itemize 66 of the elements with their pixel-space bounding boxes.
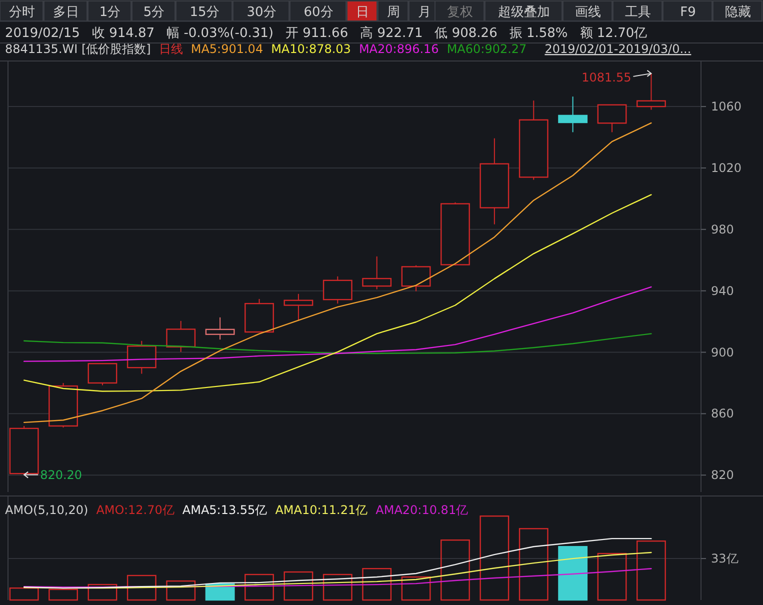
text: 开 911.66 [285, 26, 348, 41]
text: AMO:12.70亿 [96, 503, 174, 517]
annotation: 820.20 [40, 468, 82, 482]
text: 幅 -0.03%(-0.31) [166, 26, 274, 41]
bar [558, 546, 588, 601]
chart-title: 8841135.WI [低价股指数] [5, 42, 151, 56]
bar [284, 571, 314, 601]
bar [518, 528, 548, 601]
legend-title: 日线 [158, 42, 183, 56]
bar [88, 584, 118, 601]
text: 工具 [625, 5, 651, 20]
bar [480, 515, 510, 601]
text: 月 [418, 5, 431, 20]
text: 收 914.87 [92, 26, 155, 41]
text: 超级叠加 [498, 5, 550, 20]
text: 2019/02/15 [5, 26, 80, 41]
text: 5分 [143, 5, 165, 20]
bar [597, 552, 627, 601]
text: 画线 [575, 5, 601, 20]
text: 1分 [99, 5, 121, 20]
text: 多日 [53, 5, 79, 20]
y-tick-label: 860 [711, 406, 734, 421]
y-tick-label: 33亿 [711, 552, 738, 566]
text: 日 [356, 5, 369, 20]
bar [166, 580, 196, 601]
text: 60分 [304, 5, 334, 20]
text: 周 [387, 5, 400, 20]
y-tick-label: 1060 [711, 100, 742, 114]
bar [401, 576, 431, 601]
text: MA10:878.03 [271, 42, 351, 56]
text: 分时 [9, 5, 35, 20]
text: 高 922.71 [360, 25, 423, 41]
text: 隐藏 [725, 5, 751, 20]
line-series [23, 122, 652, 424]
y-tick-label: 1020 [711, 160, 742, 175]
annotation: 1081.55 [582, 70, 632, 84]
bar [636, 540, 666, 601]
bar [9, 587, 39, 601]
bar [440, 539, 470, 601]
text: F9 [680, 5, 696, 20]
text: 2019/02/01-2019/03/0... [544, 42, 692, 56]
text: 30分 [246, 5, 276, 20]
bar [244, 574, 274, 601]
text: AMO(5,10,20) [5, 503, 88, 517]
line-series [23, 333, 652, 354]
text: 额 12.70亿 [580, 26, 648, 41]
y-tick-label: 820 [711, 468, 734, 482]
bar [48, 588, 78, 601]
text: AMA10:11.21亿 [275, 503, 368, 517]
line-series [23, 194, 652, 392]
bar [126, 574, 156, 601]
line-series [23, 286, 652, 362]
y-tick-label: 900 [711, 345, 734, 360]
bar [362, 568, 392, 601]
text: 振 1.58% [509, 26, 568, 41]
text: 复权 [447, 5, 473, 20]
text: 低 908.26 [434, 26, 498, 41]
text: MA60:902.27 [446, 42, 527, 56]
text: AMA20:10.81亿 [376, 503, 468, 517]
text: 15分 [190, 5, 220, 20]
text: MA20:896.16 [358, 42, 439, 56]
y-tick-label: 940 [711, 284, 734, 298]
y-tick-label: 980 [711, 222, 734, 236]
bar [322, 574, 352, 601]
text: MA5:901.04 [190, 42, 264, 56]
text: AMA5:13.55亿 [182, 503, 268, 517]
